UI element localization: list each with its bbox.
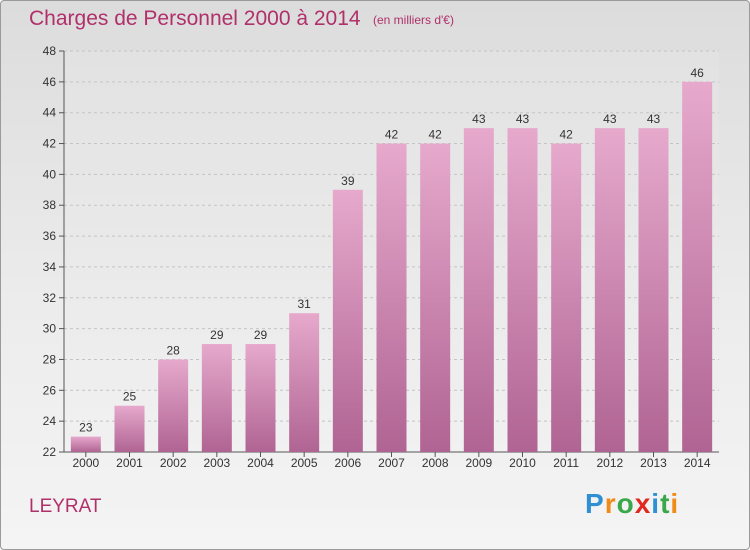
bar <box>332 189 363 453</box>
logo-letter: r <box>604 488 617 519</box>
bar <box>245 344 276 452</box>
y-tick-label: 38 <box>43 198 57 212</box>
x-tick-label: 2003 <box>203 456 230 470</box>
y-tick-label: 42 <box>43 137 57 151</box>
y-tick-label: 46 <box>43 75 57 89</box>
y-tick-label: 48 <box>43 44 57 58</box>
data-label: 28 <box>166 343 180 357</box>
bar <box>682 81 713 452</box>
bar <box>420 143 451 453</box>
chart-title: Charges de Personnel 2000 à 2014 <box>29 7 361 30</box>
x-tick-label: 2011 <box>553 456 579 470</box>
bar <box>376 143 407 453</box>
bar <box>70 436 101 452</box>
data-label: 29 <box>254 328 268 342</box>
data-label: 29 <box>210 328 224 342</box>
x-tick-label: 2005 <box>291 456 318 470</box>
bar <box>507 128 538 452</box>
bar <box>114 405 145 452</box>
bar <box>551 143 582 453</box>
logo-letter: t <box>660 488 671 519</box>
bar <box>201 344 232 452</box>
logo-letter: x <box>634 488 652 519</box>
data-label: 42 <box>428 128 442 142</box>
logo-letter: i <box>651 488 661 519</box>
data-label: 43 <box>516 112 530 126</box>
y-tick-label: 26 <box>43 383 57 397</box>
bar <box>289 313 320 452</box>
logo-letter: o <box>616 488 635 519</box>
city-name: LEYRAT <box>29 496 102 517</box>
data-label: 43 <box>647 112 661 126</box>
data-label: 39 <box>341 174 355 188</box>
x-tick-label: 2006 <box>334 456 361 470</box>
data-label: 46 <box>690 66 704 80</box>
data-label: 42 <box>559 128 573 142</box>
data-label: 31 <box>297 297 311 311</box>
x-tick-label: 2002 <box>160 456 187 470</box>
y-tick-label: 32 <box>43 291 57 305</box>
y-tick-label: 44 <box>43 106 57 120</box>
x-tick-label: 2013 <box>640 456 667 470</box>
y-tick-label: 34 <box>43 260 57 274</box>
x-tick-label: 2007 <box>378 456 405 470</box>
data-label: 25 <box>123 390 137 404</box>
data-label: 23 <box>79 421 93 435</box>
x-tick-label: 2009 <box>465 456 492 470</box>
y-tick-label: 28 <box>43 352 57 366</box>
x-tick-label: 2012 <box>596 456 623 470</box>
x-tick-label: 2000 <box>72 456 99 470</box>
data-label: 43 <box>472 112 486 126</box>
y-tick-label: 30 <box>43 322 57 336</box>
x-tick-label: 2001 <box>116 456 143 470</box>
bar <box>158 359 189 452</box>
x-tick-label: 2010 <box>509 456 536 470</box>
logo-letter: i <box>670 488 680 519</box>
x-tick-label: 2008 <box>422 456 449 470</box>
bar <box>638 128 669 452</box>
chart-subtitle: (en milliers d'€) <box>373 13 454 27</box>
bar <box>463 128 494 452</box>
y-tick-label: 40 <box>43 167 57 181</box>
data-label: 42 <box>385 128 399 142</box>
logo-letter: P <box>585 488 605 519</box>
bar <box>594 128 625 452</box>
x-tick-label: 2014 <box>684 456 711 470</box>
y-tick-label: 36 <box>43 229 57 243</box>
proxiti-logo: Proxiti <box>585 488 679 520</box>
data-label: 43 <box>603 112 617 126</box>
y-tick-label: 22 <box>43 445 57 459</box>
x-tick-label: 2004 <box>247 456 274 470</box>
y-tick-label: 24 <box>43 414 57 428</box>
